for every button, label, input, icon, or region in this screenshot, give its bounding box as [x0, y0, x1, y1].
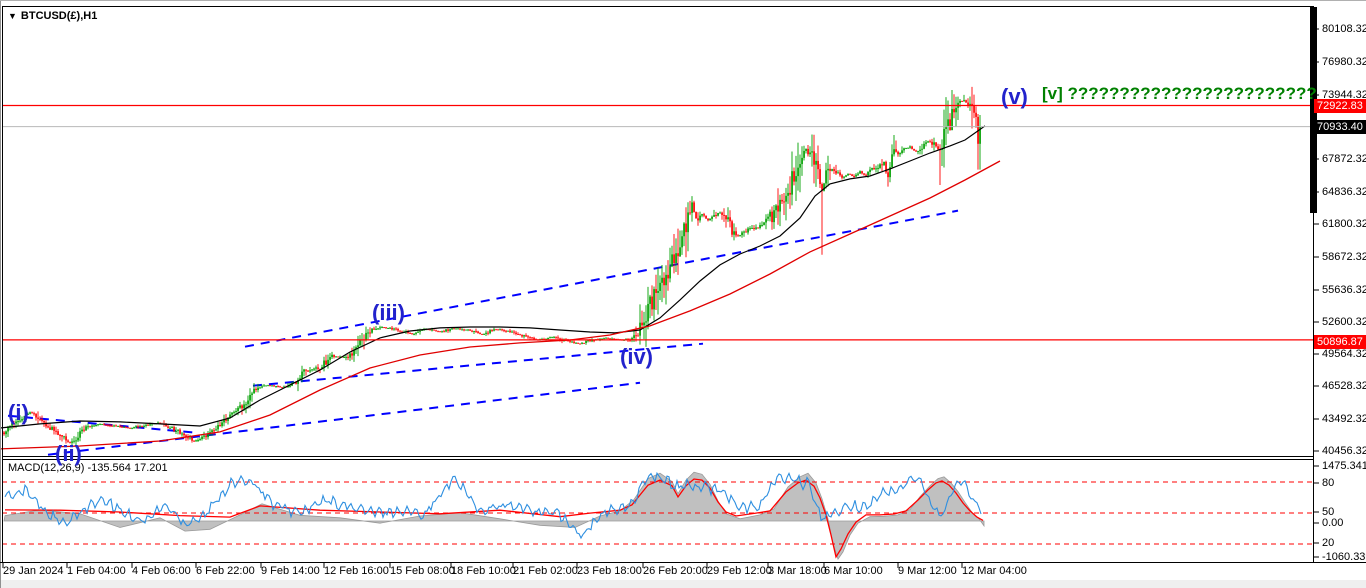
- symbol-text: BTCUSD(£),H1: [20, 10, 98, 22]
- time-axis-label: 6 Feb 22:00: [196, 565, 255, 577]
- price-axis-label: 76980.32: [1322, 56, 1366, 68]
- wave-label-ii[interactable]: (ii): [55, 441, 82, 466]
- price-axis-label: 55636.32: [1322, 284, 1366, 296]
- price-axis-label: 80108.32: [1322, 23, 1366, 35]
- indicator-pane-divider[interactable]: [2, 456, 1313, 457]
- price-axis-label: 40456.32: [1322, 445, 1366, 457]
- macd-axis-label: 1475.341: [1322, 460, 1366, 472]
- window-bottom-strip: [0, 580, 1366, 588]
- time-axis-label: 21 Feb 02:00: [513, 565, 578, 577]
- macd-axis-label: 20: [1322, 537, 1335, 549]
- price-axis-label: 46528.32: [1322, 380, 1366, 392]
- macd-indicator-title: MACD(12,26,9) -135.564 17.201: [8, 462, 168, 474]
- price-axis-label: 58672.32: [1322, 251, 1366, 263]
- wave-label-i[interactable]: (i): [8, 400, 29, 425]
- time-axis-label: 18 Feb 10:00: [451, 565, 516, 577]
- macd-axis-label: -1060.339: [1322, 551, 1366, 563]
- time-axis-label: 15 Feb 08:00: [390, 565, 455, 577]
- current-price-badge: 70933.40: [1314, 120, 1366, 134]
- macd-axis-label: 80: [1322, 477, 1335, 489]
- time-axis-label: 23 Feb 18:00: [577, 565, 642, 577]
- time-axis-label: 1 Feb 04:00: [67, 565, 126, 577]
- time-axis-label: 9 Mar 12:00: [898, 565, 957, 577]
- forecast-annotation[interactable]: [v] ????????????????????????: [1042, 84, 1317, 103]
- chart-frame-top: [2, 6, 1313, 7]
- time-axis-label: 3 Mar 18:00: [768, 565, 827, 577]
- right-edge-marker-bar: [1310, 7, 1317, 213]
- window-border-top: [0, 0, 1366, 1]
- chart-frame-bottom: [0, 562, 1366, 563]
- price-axis-label: 67872.32: [1322, 153, 1366, 165]
- indicator-pane-divider-lower: [2, 459, 1313, 460]
- wave-label-iv[interactable]: (iv): [620, 344, 653, 369]
- price-axis-label: 52600.32: [1322, 316, 1366, 328]
- price-axis-label: 43492.32: [1322, 413, 1366, 425]
- macd-axis-label: 0.00: [1322, 517, 1344, 529]
- time-axis-label: 29 Jan 2024: [3, 565, 64, 577]
- support-price-badge: 50896.87: [1314, 335, 1366, 349]
- symbol-label[interactable]: ▼ BTCUSD(£),H1: [8, 10, 97, 22]
- wave-label-iii[interactable]: (iii): [372, 300, 405, 325]
- resistance-price-badge: 72922.83: [1314, 99, 1366, 113]
- chart-frame-right: [1313, 6, 1314, 563]
- time-axis-label: 9 Feb 14:00: [261, 565, 320, 577]
- price-axis-label: 49564.32: [1322, 348, 1366, 360]
- time-axis-label: 29 Feb 12:00: [707, 565, 772, 577]
- time-axis-label: 12 Mar 04:00: [962, 565, 1027, 577]
- window-border-left: [0, 0, 1, 588]
- time-axis-label: 4 Feb 06:00: [132, 565, 191, 577]
- macd-axis-label: 50: [1322, 506, 1335, 518]
- time-axis-label: 26 Feb 20:00: [643, 565, 708, 577]
- time-axis-label: 6 Mar 10:00: [824, 565, 883, 577]
- price-axis-label: 61800.32: [1322, 218, 1366, 230]
- chart-frame-left: [2, 6, 3, 563]
- dropdown-arrow-icon[interactable]: ▼: [8, 11, 17, 21]
- price-axis-label: 73944.32: [1322, 89, 1366, 101]
- time-axis-label: 12 Feb 16:00: [324, 565, 389, 577]
- price-axis-label: 64836.32: [1322, 186, 1366, 198]
- wave-label-v[interactable]: (v): [1001, 84, 1028, 109]
